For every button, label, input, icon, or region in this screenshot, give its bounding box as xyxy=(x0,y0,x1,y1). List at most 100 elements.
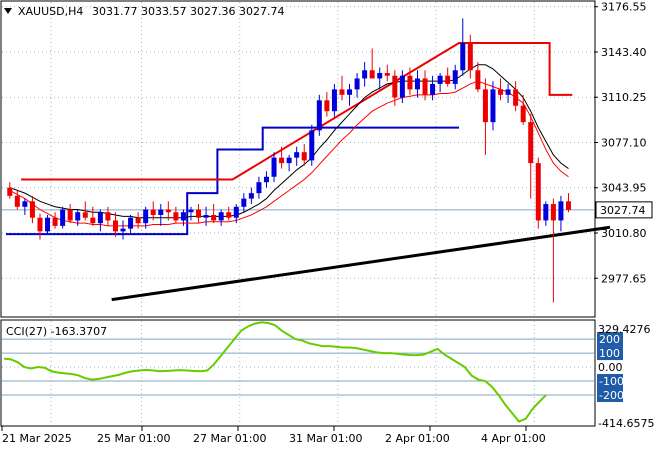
candle-body xyxy=(29,201,35,218)
candle-body xyxy=(241,198,247,207)
candle-body xyxy=(263,176,269,183)
candle xyxy=(226,206,232,221)
candle-body xyxy=(90,217,96,224)
candle xyxy=(543,201,549,226)
candle xyxy=(309,124,315,166)
candle xyxy=(120,220,126,240)
candle xyxy=(67,204,73,224)
time-tick-label: 21 Mar 2025 xyxy=(2,432,72,445)
candle-body xyxy=(248,193,254,199)
candle-body xyxy=(490,89,496,123)
candle xyxy=(498,78,504,101)
candle-body xyxy=(203,214,209,218)
last-price-box xyxy=(595,201,653,219)
candle-body xyxy=(362,70,368,79)
candle-body xyxy=(279,157,285,164)
candle xyxy=(150,201,156,221)
candle-body xyxy=(37,217,43,232)
candle xyxy=(203,206,209,226)
cci-grid xyxy=(2,321,594,425)
candle-body xyxy=(128,217,134,229)
cci-level-label: 100 xyxy=(599,347,620,360)
candle xyxy=(112,212,118,237)
cci-level-box xyxy=(597,332,623,347)
candle xyxy=(362,62,368,87)
candle xyxy=(490,81,496,131)
candle xyxy=(7,182,13,199)
support-trendline xyxy=(111,225,611,302)
candle xyxy=(482,78,488,155)
candle-body xyxy=(180,212,186,221)
price-tick-label: 3176.55 xyxy=(601,1,647,14)
price-tick-label: 3143.40 xyxy=(601,46,647,59)
moving-average-line xyxy=(9,64,569,219)
candle xyxy=(196,204,202,224)
candle xyxy=(128,214,134,235)
candle-body xyxy=(286,157,292,164)
candle-body xyxy=(105,212,111,221)
candle-body xyxy=(543,204,549,221)
candle xyxy=(407,67,413,95)
candle xyxy=(286,154,292,172)
candle-body xyxy=(14,195,20,207)
candle-body xyxy=(7,187,13,196)
candle xyxy=(467,34,473,79)
candle xyxy=(29,195,35,224)
candle xyxy=(316,94,322,136)
candle xyxy=(52,212,58,229)
candle xyxy=(535,157,541,229)
candle xyxy=(279,146,285,169)
candle xyxy=(37,213,43,240)
candle-body xyxy=(392,75,398,98)
candle xyxy=(14,190,20,210)
candle-body xyxy=(218,212,224,221)
candle xyxy=(475,62,481,93)
candle xyxy=(414,70,420,98)
candle-body xyxy=(339,89,345,95)
cci-tick-label: 329.4276 xyxy=(598,323,651,336)
candle xyxy=(520,94,526,125)
cci-level-box xyxy=(597,346,623,361)
candle-body xyxy=(233,206,239,218)
cci-tick-label: -414.6575 xyxy=(598,417,654,430)
last-price-label: 3027.74 xyxy=(600,204,646,217)
candle-body xyxy=(301,152,307,161)
candle xyxy=(550,198,556,303)
candle xyxy=(452,64,458,90)
candle xyxy=(324,92,330,117)
cci-tick-label: 0.00 xyxy=(598,361,623,374)
candle-body xyxy=(369,70,375,79)
candle-body xyxy=(112,220,118,232)
candle-body xyxy=(528,122,534,164)
candle-body xyxy=(445,75,451,84)
time-tick-label: 31 Mar 01:00 xyxy=(289,432,362,445)
price-tick-label: 2977.65 xyxy=(601,272,647,285)
candle xyxy=(505,83,511,104)
candle-body xyxy=(407,75,413,90)
candle xyxy=(45,214,51,235)
candle-body xyxy=(150,209,156,215)
candle-body xyxy=(97,212,103,224)
candle xyxy=(60,206,66,229)
candle-body xyxy=(513,89,519,106)
candle xyxy=(82,201,88,221)
candle-body xyxy=(384,72,390,76)
candle xyxy=(165,201,171,221)
candle-body xyxy=(188,209,194,213)
candle xyxy=(263,171,269,188)
candle-body xyxy=(377,72,383,79)
time-axis: 21 Mar 2025 25 Mar 01:00 27 Mar 01:00 31 Ma… xyxy=(1,426,546,445)
candle-body xyxy=(475,70,481,90)
candle xyxy=(528,113,534,199)
candle xyxy=(294,146,300,166)
candle-body xyxy=(67,209,73,221)
candle-body xyxy=(143,209,149,224)
candle xyxy=(399,70,405,104)
candle-body xyxy=(75,212,81,221)
candle xyxy=(460,18,466,76)
candle xyxy=(271,152,277,183)
candle-body xyxy=(52,217,58,226)
moving-average-line xyxy=(9,80,569,227)
candle-body xyxy=(422,78,428,95)
support-step-line xyxy=(6,126,459,236)
